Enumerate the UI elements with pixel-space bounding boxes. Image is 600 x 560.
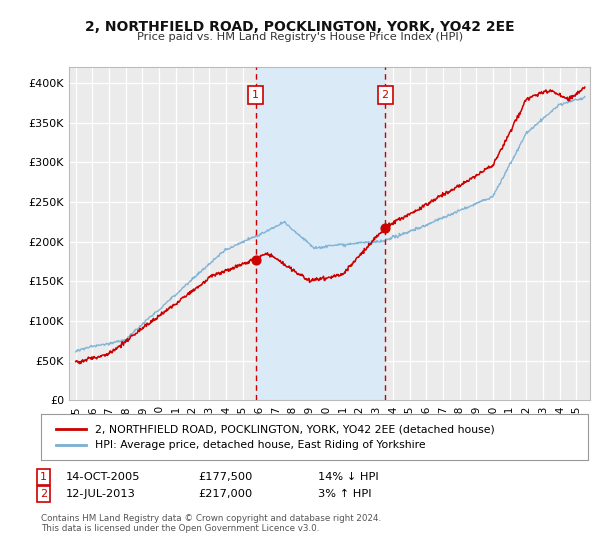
Point [380, 224, 390, 233]
Text: 14-OCT-2005: 14-OCT-2005 [66, 472, 140, 482]
Text: 1: 1 [40, 472, 47, 482]
Text: 12-JUL-2013: 12-JUL-2013 [66, 489, 136, 499]
Text: £217,000: £217,000 [198, 489, 252, 499]
Text: 1: 1 [252, 90, 259, 100]
Text: 14% ↓ HPI: 14% ↓ HPI [318, 472, 379, 482]
Text: Price paid vs. HM Land Registry's House Price Index (HPI): Price paid vs. HM Land Registry's House … [137, 32, 463, 42]
Text: Contains HM Land Registry data © Crown copyright and database right 2024.
This d: Contains HM Land Registry data © Crown c… [41, 514, 381, 534]
Point [251, 255, 260, 264]
Text: £177,500: £177,500 [198, 472, 253, 482]
Text: 2: 2 [40, 489, 47, 499]
Text: 3% ↑ HPI: 3% ↑ HPI [318, 489, 371, 499]
Text: 2, NORTHFIELD ROAD, POCKLINGTON, YORK, YO42 2EE: 2, NORTHFIELD ROAD, POCKLINGTON, YORK, Y… [85, 20, 515, 34]
Text: 2: 2 [382, 90, 389, 100]
Bar [256, 67, 385, 400]
Legend: 2, NORTHFIELD ROAD, POCKLINGTON, YORK, YO42 2EE (detached house), HPI: Average p: 2, NORTHFIELD ROAD, POCKLINGTON, YORK, Y… [52, 420, 499, 455]
